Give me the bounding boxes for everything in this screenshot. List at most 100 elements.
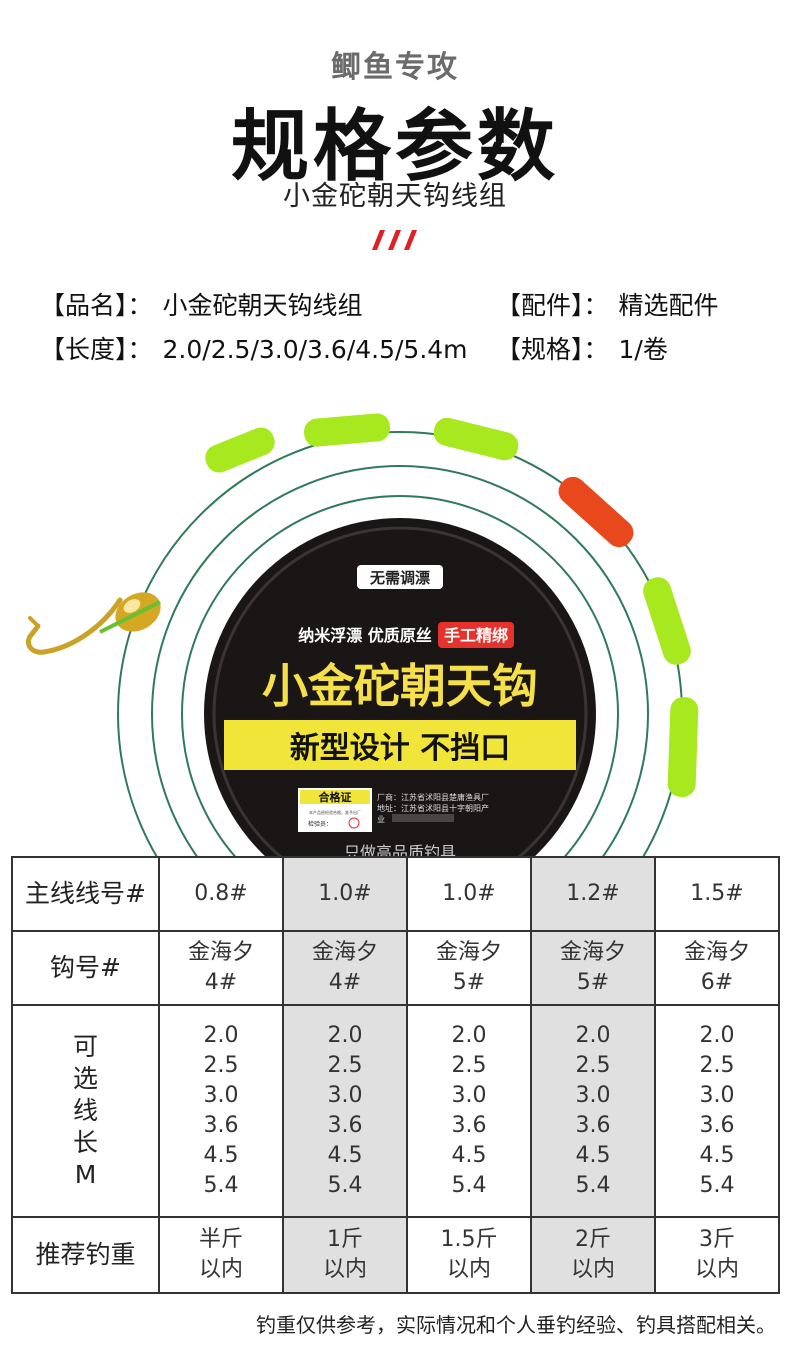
cell-line: 4.5 <box>699 1143 735 1168</box>
table-cell: 2.0 2.5 3.0 3.6 4.5 5.4 <box>406 1004 532 1218</box>
cell-line: 3.6 <box>699 1113 735 1138</box>
table-cell: 1.0# <box>406 856 532 932</box>
blurred-text <box>392 814 454 822</box>
cell-line: 5# <box>452 970 486 995</box>
table-cell: 金海夕 6# <box>654 930 780 1006</box>
cell-line: 2.5 <box>575 1053 611 1078</box>
cell-line: 1.0# <box>318 881 372 906</box>
address-text: 地址：江苏省沭阳县十字朝阳产 <box>377 803 489 813</box>
cell-line: 5.4 <box>699 1173 735 1198</box>
table-cell: 半斤 以内 <box>158 1216 284 1294</box>
float-beads <box>205 413 699 798</box>
cell-line: 4# <box>204 970 238 995</box>
spec-length: 【长度】： 2.0/2.5/3.0/3.6/4.5/5.4m <box>40 330 468 366</box>
spec-name-label: 【品名】： <box>40 291 153 320</box>
spec-size: 【规格】： 1/卷 <box>496 330 668 366</box>
cell-line: 2.5 <box>203 1053 239 1078</box>
spec-parts-value: 精选配件 <box>618 291 719 320</box>
factory-text: 厂商：江苏省沭阳县楚庸渔具厂 <box>377 792 489 802</box>
spec-parts-label: 【配件】： <box>496 291 609 320</box>
spec-length-label: 【长度】： <box>40 335 153 364</box>
cell-line: 5.4 <box>327 1173 363 1198</box>
spec-name: 【品名】： 小金砣朝天钩线组 <box>40 286 363 322</box>
cell-line: 3.0 <box>327 1083 363 1108</box>
table-row-label: 钩号# <box>11 930 160 1006</box>
cell-line: 2.0 <box>699 1023 735 1048</box>
table-cell: 金海夕 5# <box>406 930 532 1006</box>
features-text: 纳米浮漂 优质原丝 <box>298 626 432 645</box>
cell-line: 3斤 <box>699 1227 735 1252</box>
cell-line: 3.0 <box>575 1083 611 1108</box>
cell-line: 金海夕 <box>559 940 626 965</box>
cell-line: 3.6 <box>575 1113 611 1138</box>
fishing-line-middle <box>151 465 649 858</box>
table-row-label: 主线线号# <box>11 856 160 932</box>
table-row-label: 可选线长M <box>11 1004 160 1218</box>
spec-size-label: 【规格】： <box>496 335 609 364</box>
cell-line: 5# <box>576 970 610 995</box>
cell-line: 2.0 <box>575 1023 611 1048</box>
cell-line: 以内 <box>198 1257 243 1282</box>
cell-line: 金海夕 <box>187 940 254 965</box>
cell-line: 3.0 <box>203 1083 239 1108</box>
page-subtitle: 鲫鱼专攻 <box>331 50 459 85</box>
table-row: 可选线长M 2.0 2.5 3.0 3.6 4.5 5.4 2.0 2.5 3.0 3.6 4.5 5.… <box>11 1004 780 1218</box>
cell-line: 2斤 <box>575 1227 611 1252</box>
cell-line: 0.8# <box>194 881 248 906</box>
cell-line: 3.6 <box>327 1113 363 1138</box>
fishing-line-inner <box>181 495 619 858</box>
spec-length-value: 2.0/2.5/3.0/3.6/4.5/5.4m <box>162 335 468 364</box>
cell-line: 4.5 <box>203 1143 239 1168</box>
table-cell: 0.8# <box>158 856 284 932</box>
red-slash-decoration <box>372 230 417 250</box>
table-cell: 金海夕 4# <box>282 930 408 1006</box>
cell-line: 4.5 <box>327 1143 363 1168</box>
table-cell: 金海夕 5# <box>530 930 656 1006</box>
cell-line: 2.0 <box>451 1023 487 1048</box>
product-illustration: 无需调漂 纳米浮漂 优质原丝 手工精绑 小金砣朝天钩 新型设计 不挡口 合格证 … <box>26 413 699 858</box>
badge-text: 无需调漂 <box>369 569 430 587</box>
cell-line: 5.4 <box>575 1173 611 1198</box>
table-cell: 1斤 以内 <box>282 1216 408 1294</box>
cell-line: 金海夕 <box>683 940 750 965</box>
spec-size-value: 1/卷 <box>618 335 668 364</box>
cell-line: 2.5 <box>327 1053 363 1078</box>
cell-line: 1.5斤 <box>440 1227 498 1252</box>
table-cell: 2.0 2.5 3.0 3.6 4.5 5.4 <box>158 1004 284 1218</box>
slogan-bar <box>224 720 576 770</box>
table-row-label: 推荐钓重 <box>11 1216 160 1294</box>
cell-line: 2.0 <box>327 1023 363 1048</box>
cell-line: 3.6 <box>451 1113 487 1138</box>
cell-line: 金海夕 <box>435 940 502 965</box>
badge-box <box>357 565 443 589</box>
cell-line: 1.2# <box>566 881 620 906</box>
table-row: 主线线号# 0.8# 1.0# 1.0# 1.2# 1.5# <box>11 856 780 932</box>
cell-line: 1.5# <box>690 881 744 906</box>
brand-text: 小金砣朝天钩 <box>262 659 538 713</box>
spool-bottom-text: 只做高品质钓具 <box>344 843 456 858</box>
cell-line: 3.0 <box>699 1083 735 1108</box>
cell-line: 4.5 <box>451 1143 487 1168</box>
table-cell: 3斤以内 <box>654 1216 780 1294</box>
cell-line: 2.5 <box>699 1053 735 1078</box>
cell-line: 3.6 <box>203 1113 239 1138</box>
table-cell: 金海夕 4# <box>158 930 284 1006</box>
row-label-vertical: 可选线长M <box>72 1032 98 1189</box>
cell-line: 5.4 <box>451 1173 487 1198</box>
hook-icon <box>26 592 161 655</box>
cell-line: 以内 <box>694 1257 739 1282</box>
cell-line: 4# <box>328 970 362 995</box>
cell-line: 1.0# <box>442 881 496 906</box>
certificate-title: 合格证 <box>319 790 352 804</box>
table-cell: 2.0 2.5 3.0 3.6 4.5 5.4 <box>282 1004 408 1218</box>
cell-line: 金海夕 <box>311 940 378 965</box>
cell-line: 6# <box>700 970 734 995</box>
table-cell: 2斤 以内 <box>530 1216 656 1294</box>
page-caption: 小金砣朝天钩线组 <box>283 181 507 212</box>
page-title: 规格参数 <box>230 102 559 192</box>
cell-line: 以内 <box>322 1257 367 1282</box>
cell-line: 半斤 <box>198 1227 243 1252</box>
cell-line: 3.0 <box>451 1083 487 1108</box>
spec-table: 主线线号# 0.8# 1.0# 1.0# 1.2# 1.5# 钩号# 金海夕 4# 金海夕 4# 金海… <box>11 856 780 1294</box>
cell-line: 以内 <box>446 1257 491 1282</box>
